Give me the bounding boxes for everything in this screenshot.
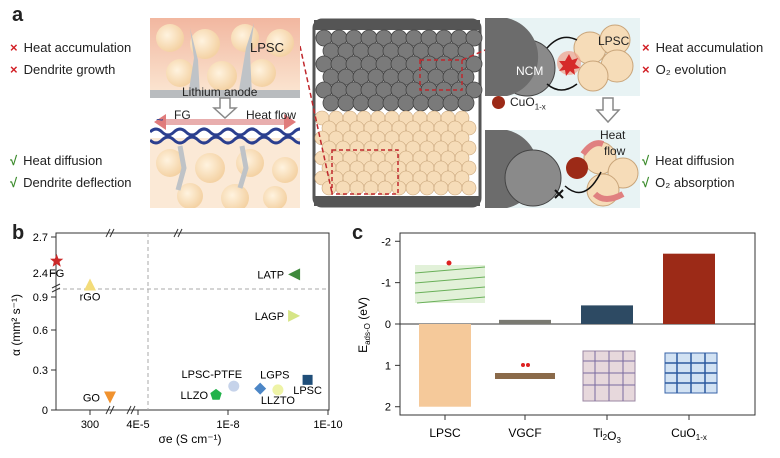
point-label: LGPS <box>260 370 289 382</box>
b-y-tick: 0.3 <box>33 365 48 377</box>
lpsc-label-right: LPSC <box>598 34 630 48</box>
point-label: LLZTO <box>261 395 295 407</box>
b-y-tick: 0.6 <box>33 325 48 337</box>
b-x-tick: 300 <box>81 419 99 431</box>
panel-b-letter: b <box>12 222 25 244</box>
point-lpsc <box>302 374 313 385</box>
c-y-axis-label: Eads-O (eV) <box>356 297 372 353</box>
label-o2-evolution: × O₂ evolution <box>642 62 727 77</box>
label-heat-diffusion-right: √ Heat diffusion <box>642 153 735 168</box>
anode-label: Lithium anode <box>182 85 258 99</box>
label-dendrite-deflection: √ Dendrite deflection <box>10 175 132 190</box>
heat-label: Heat <box>600 128 626 142</box>
point-fg <box>50 254 64 267</box>
point-go <box>104 391 116 404</box>
point-label: FG <box>49 268 64 280</box>
point-label: LATP <box>257 269 284 281</box>
point-label: LPSC-PTFE <box>182 369 243 381</box>
vgcf-structure-image <box>495 363 555 379</box>
b-y-tick: 0.9 <box>33 292 48 304</box>
lpsc-label-left: LPSC <box>250 40 284 55</box>
point-llzto <box>272 384 284 396</box>
c-y-tick: 0 <box>385 319 391 331</box>
c-x-tick: CuO1-x <box>671 426 707 442</box>
point-label: LAGP <box>255 311 284 323</box>
label-o2-absorption: √ O₂ absorption <box>642 175 735 190</box>
cuo-structure-image <box>664 352 718 394</box>
cathode-composite-schematic <box>300 18 490 208</box>
b-x-tick: 4E-5 <box>126 419 149 431</box>
point-label: LPSC <box>293 385 322 397</box>
lpsc-structure-image <box>414 260 486 304</box>
c-x-tick: Ti2O3 <box>593 426 621 445</box>
label-heat-accumulation-right: × Heat accumulation <box>642 40 764 55</box>
panel-c-letter: c <box>352 222 364 244</box>
flow-label: flow <box>604 144 626 158</box>
fg-label: FG <box>174 108 191 122</box>
c-y-tick: -1 <box>381 278 391 290</box>
cathode-detail-schematic <box>485 18 640 208</box>
anode-schematic <box>150 18 300 208</box>
scatter-chart: 300 4E-5 1E-8 1E-10 0 0.3 0.6 0.9 2.4 2.7 FG rGO GO… <box>9 228 343 446</box>
point-label: LLZO <box>181 390 209 402</box>
point-label: rGO <box>80 291 101 303</box>
point-llzo <box>210 388 222 400</box>
b-y-tick: 0 <box>42 405 48 417</box>
label-heat-diffusion-left: √ Heat diffusion <box>10 153 103 168</box>
heat-flow-label: Heat flow <box>246 108 297 122</box>
point-label: GO <box>83 392 101 404</box>
point-latp <box>288 268 301 281</box>
c-y-tick: 2 <box>385 402 391 414</box>
b-y-axis-label: α (mm² s⁻¹) <box>9 294 23 356</box>
b-x-tick: 1E-10 <box>313 419 342 431</box>
cuo-particle-icon <box>492 96 505 109</box>
c-x-tick: VGCF <box>508 426 541 440</box>
panel-a-letter: a <box>12 4 24 26</box>
bar-chart: -2 -1 0 1 2 Eads-O (eV) LPSC VGCF Ti2O3 CuO1-x <box>356 232 756 445</box>
label-heat-accumulation-left: × Heat accumulation <box>10 40 132 55</box>
ncm-label: NCM <box>516 64 544 78</box>
bar-3 <box>663 253 715 324</box>
point-lgps <box>254 382 267 395</box>
b-y-tick: 2.4 <box>33 268 48 280</box>
c-x-tick: LPSC <box>429 426 461 440</box>
bar-0 <box>419 324 471 407</box>
point-lpsc-ptfe <box>228 380 240 392</box>
c-y-tick: 1 <box>385 360 391 372</box>
b-x-tick: 1E-8 <box>216 419 239 431</box>
bar-2 <box>581 305 633 324</box>
c-y-tick: -2 <box>381 236 391 248</box>
ti2o3-structure-image <box>582 350 636 402</box>
b-y-tick: 2.7 <box>33 232 48 244</box>
point-lagp <box>288 309 301 322</box>
fg-wave-icon: ~ <box>156 112 164 127</box>
cuo-label: CuO1-x <box>510 95 546 112</box>
b-x-axis-label: σe (S cm⁻¹) <box>158 432 221 446</box>
label-dendrite-growth: × Dendrite growth <box>10 62 116 77</box>
point-rgo <box>84 278 96 291</box>
bar-1 <box>499 319 551 324</box>
